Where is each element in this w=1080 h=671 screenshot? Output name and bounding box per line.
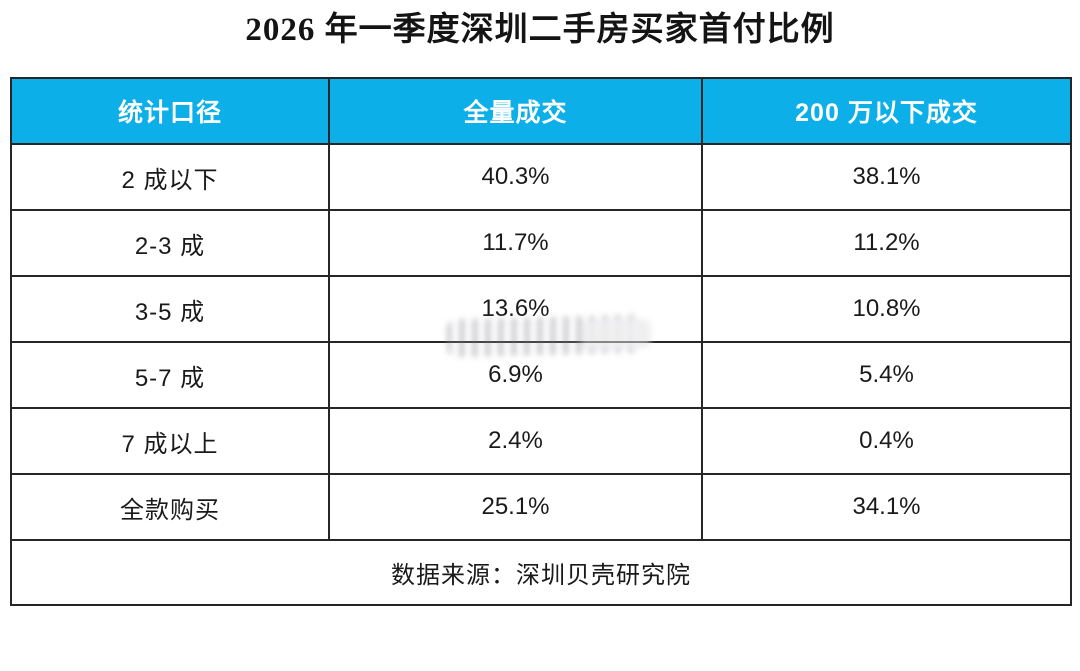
header-row: 统计口径 全量成交 200 万以下成交: [10, 77, 1072, 145]
header-statistic-caliber: 统计口径: [10, 77, 330, 145]
value-cell: 5.4%: [701, 341, 1072, 409]
value-cell: 0.4%: [701, 407, 1072, 475]
value-cell: 6.9%: [328, 341, 703, 409]
value-cell: 11.2%: [701, 209, 1072, 277]
table-row: 3-5 成 13.6% 10.8%: [10, 275, 1072, 343]
row-label: 全款购买: [10, 473, 330, 541]
row-label: 7 成以上: [10, 407, 330, 475]
value-cell: 25.1%: [328, 473, 703, 541]
table-row: 全款购买 25.1% 34.1%: [10, 473, 1072, 541]
value-cell: 11.7%: [328, 209, 703, 277]
row-label: 2 成以下: [10, 143, 330, 211]
table-row: 2-3 成 11.7% 11.2%: [10, 209, 1072, 277]
header-under-2m-transactions: 200 万以下成交: [701, 77, 1072, 145]
value-cell: 10.8%: [701, 275, 1072, 343]
table-row: 5-7 成 6.9% 5.4%: [10, 341, 1072, 409]
table-row: 7 成以上 2.4% 0.4%: [10, 407, 1072, 475]
footer-row: 数据来源：深圳贝壳研究院: [10, 539, 1072, 606]
value-cell: 13.6%: [328, 275, 703, 343]
value-cell: 38.1%: [701, 143, 1072, 211]
header-all-transactions: 全量成交: [328, 77, 703, 145]
row-label: 5-7 成: [10, 341, 330, 409]
value-cell: 2.4%: [328, 407, 703, 475]
value-cell: 34.1%: [701, 473, 1072, 541]
down-payment-table: 统计口径 全量成交 200 万以下成交 2 成以下 40.3% 38.1% 2-…: [10, 77, 1072, 606]
row-label: 2-3 成: [10, 209, 330, 277]
data-source-note: 数据来源：深圳贝壳研究院: [10, 539, 1072, 606]
table-row: 2 成以下 40.3% 38.1%: [10, 143, 1072, 211]
value-cell: 40.3%: [328, 143, 703, 211]
row-label: 3-5 成: [10, 275, 330, 343]
page-title: 2026 年一季度深圳二手房买家首付比例: [245, 12, 835, 48]
